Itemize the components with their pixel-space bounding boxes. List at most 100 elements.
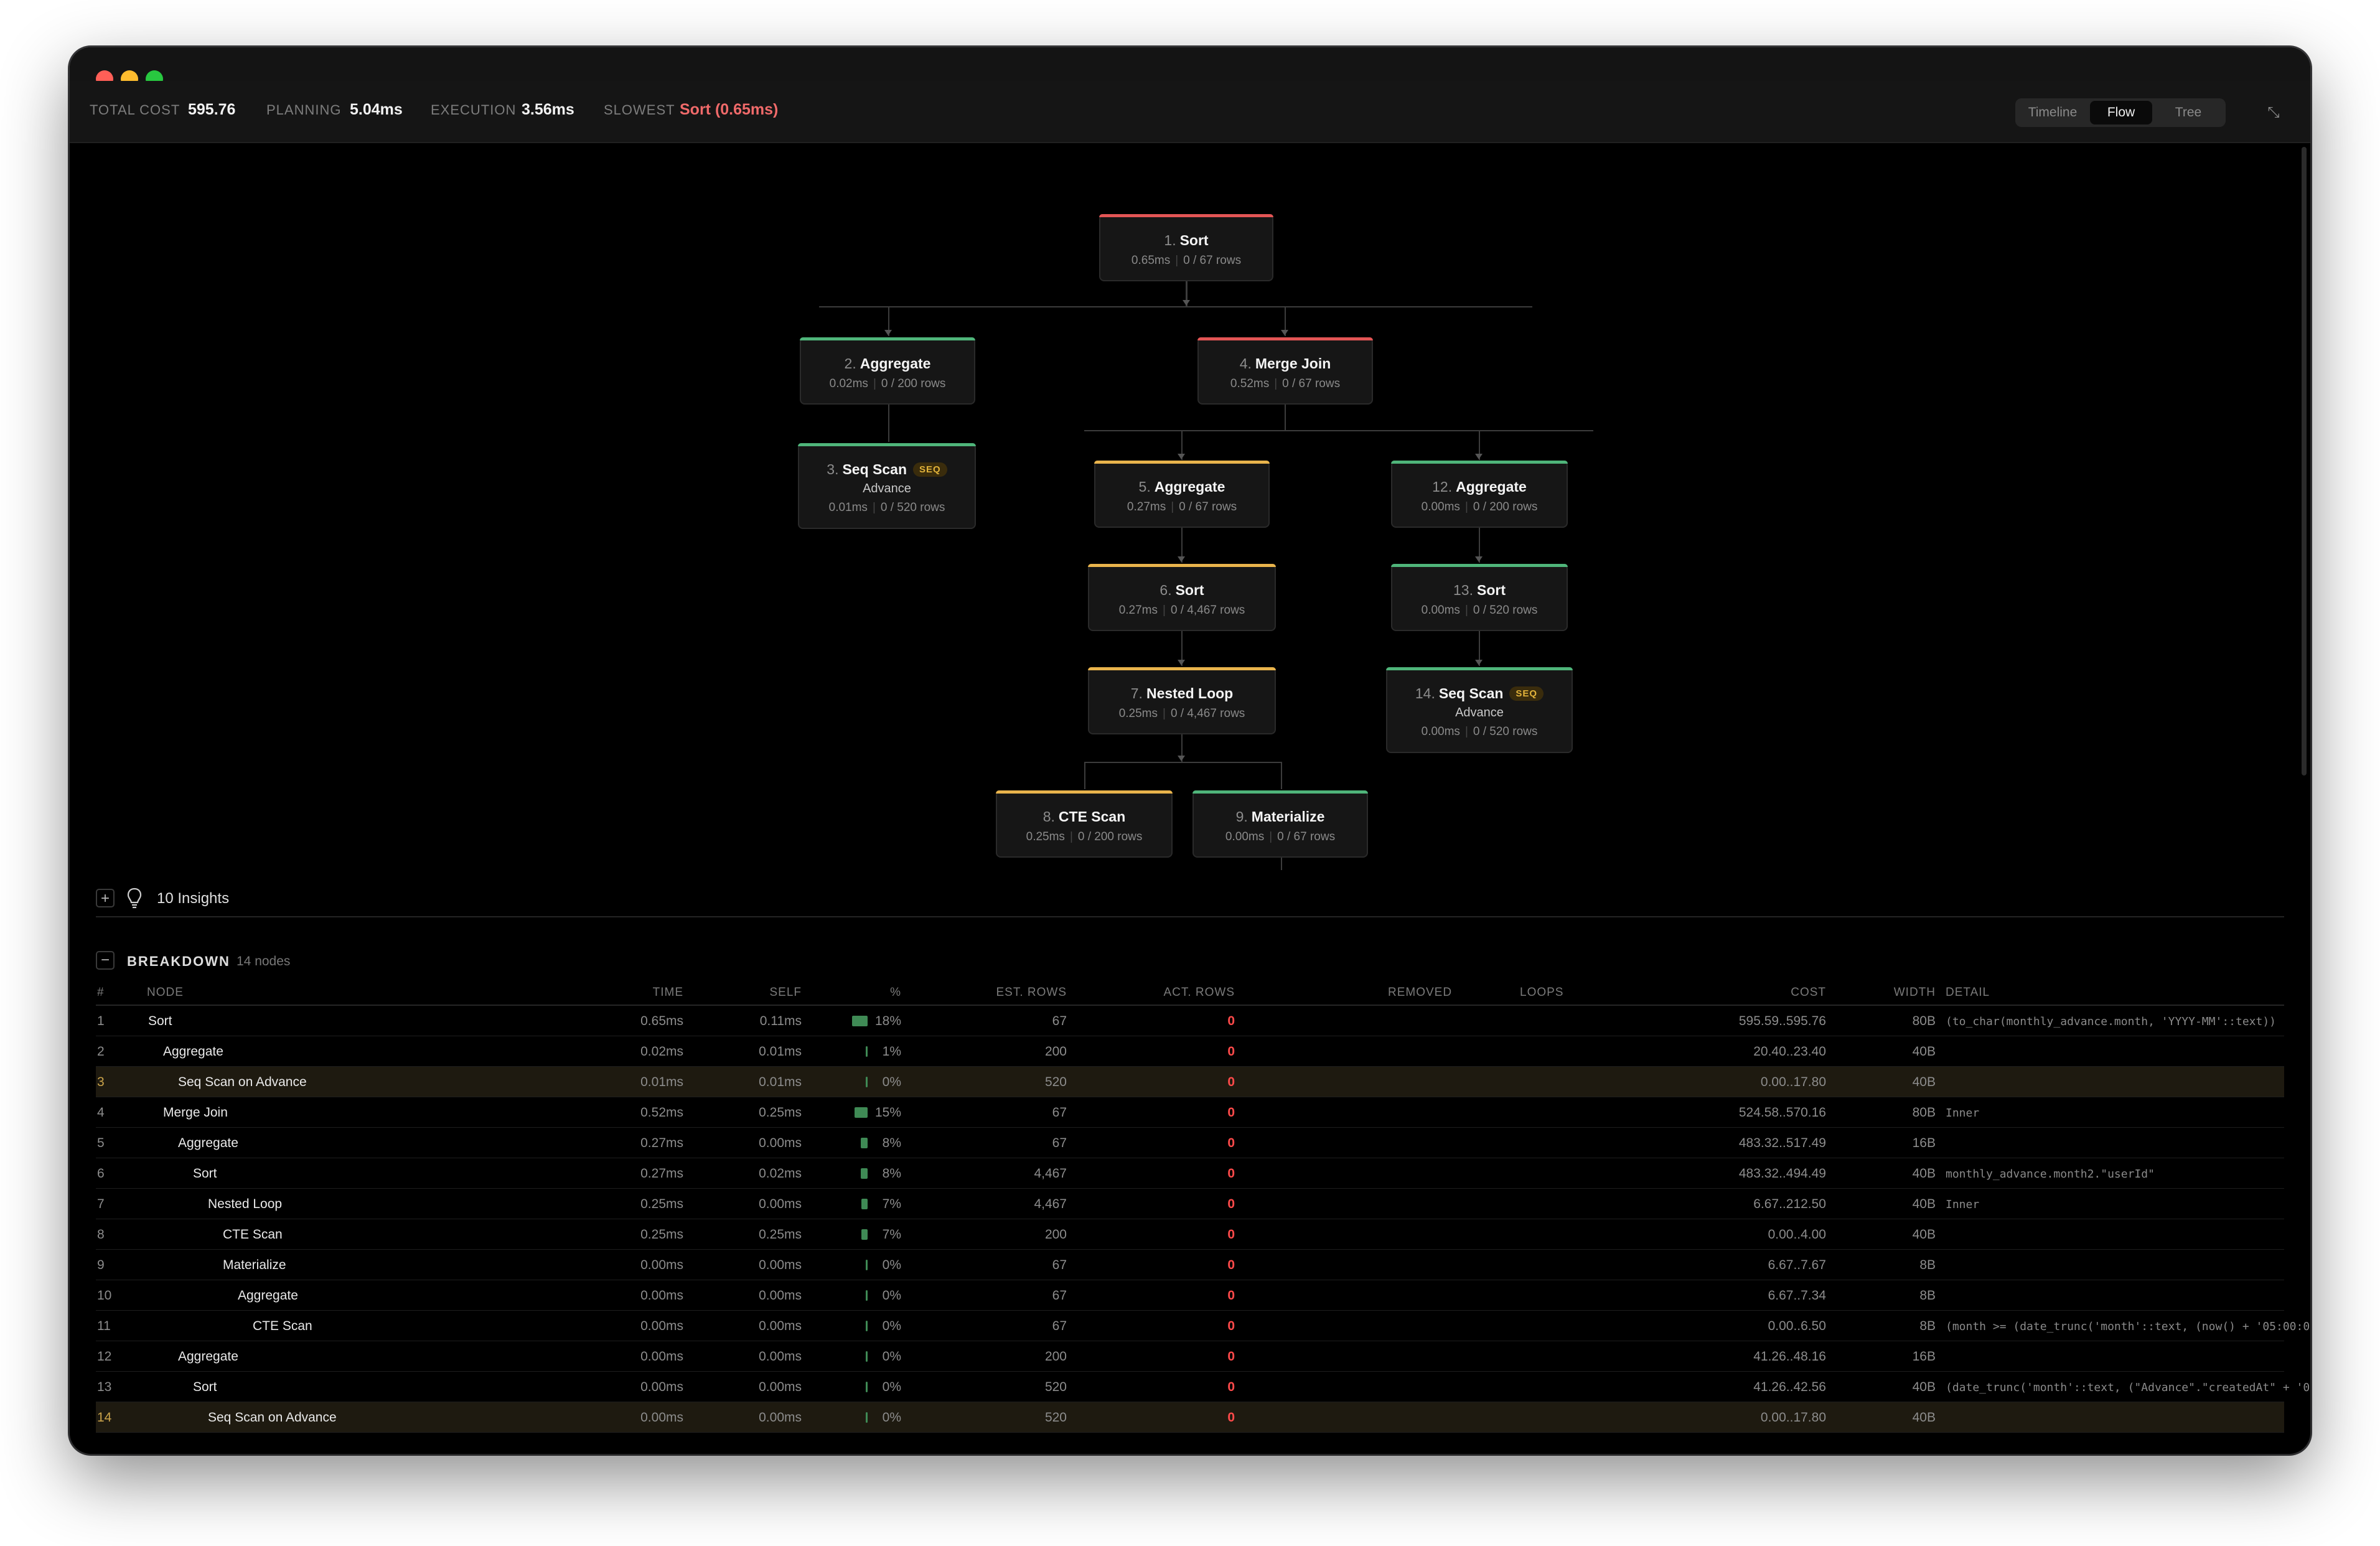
node-rows: 0 / 520 rows [1473,604,1538,617]
row-percent: 0% [882,1075,901,1089]
table-row[interactable]: 12 Aggregate 0.00ms 0.00ms 0% 200 0 41.26..48.1… [96,1341,2284,1372]
table-body: 1 Sort 0.65ms 0.11ms 18% 67 0 595.59..595.76 80B… [96,1006,2310,1433]
row-percent: 7% [882,1197,901,1211]
node-metrics: 0.02ms | 0 / 200 rows [801,377,974,391]
plan-node[interactable]: 1. Sort 0.65ms | 0 / 67 rows [1099,214,1273,281]
row-width: 40B [1912,1197,1936,1211]
row-est-rows: 67 [1052,1136,1067,1150]
col-self[interactable]: SELF [769,986,802,999]
row-percent: 0% [882,1410,901,1425]
breakdown-title: BREAKDOWN [127,953,230,969]
row-cost: 6.67..7.34 [1768,1288,1826,1303]
row-percent: 15% [874,1105,901,1120]
tab-flow[interactable]: Flow [2090,101,2152,124]
node-rows: 0 / 67 rows [1183,254,1242,267]
plan-node[interactable]: 9. Materialize 0.00ms | 0 / 67 rows [1192,790,1368,858]
tab-timeline[interactable]: Timeline [2028,105,2078,119]
tab-tree[interactable]: Tree [2175,105,2202,119]
col-detail[interactable]: DETAIL [1946,986,1990,999]
flow-edge [1084,763,1085,789]
flow-edge [1285,405,1286,431]
row-index: 12 [97,1349,112,1364]
row-node-name: Seq Scan on Advance [178,1075,307,1089]
table-row[interactable]: 2 Aggregate 0.02ms 0.01ms 1% 200 0 20.40..23.40… [96,1036,2284,1067]
table-row[interactable]: 10 Aggregate 0.00ms 0.00ms 0% 67 0 6.67..7.34 8B [96,1280,2284,1311]
row-est-rows: 520 [1044,1380,1067,1394]
row-index: 5 [97,1136,105,1150]
table-row[interactable]: 1 Sort 0.65ms 0.11ms 18% 67 0 595.59..595.76 80B… [96,1006,2284,1036]
node-title: 2. Aggregate [801,355,974,372]
plan-node[interactable]: 7. Nested Loop 0.25ms | 0 / 4,467 rows [1088,667,1276,734]
node-name: Nested Loop [1146,685,1234,701]
node-rows: 0 / 67 rows [1179,500,1237,513]
col-time[interactable]: TIME [652,986,683,999]
row-act-rows: 0 [1227,1136,1235,1150]
table-row[interactable]: 4 Merge Join 0.52ms 0.25ms 15% 67 0 524.58..570… [96,1097,2284,1128]
row-percent: 0% [882,1349,901,1364]
row-width: 40B [1912,1380,1936,1394]
insights-bar[interactable]: + 10 Insights [70,870,2310,926]
table-row[interactable]: 7 Nested Loop 0.25ms 0.00ms 7% 4,467 0 6.67..21… [96,1189,2284,1219]
collapse-icon[interactable]: ⤡ [2267,104,2280,121]
table-row[interactable]: 9 Materialize 0.00ms 0.00ms 0% 67 0 6.67..7.67 8… [96,1250,2284,1280]
scrollbar[interactable] [2302,147,2307,775]
node-number: 2. [844,355,856,372]
plan-node[interactable]: 3. Seq Scan SEQ Advance 0.01ms | 0 / 520 rows [798,443,976,529]
plan-node[interactable]: 5. Aggregate 0.27ms | 0 / 67 rows [1094,461,1270,528]
row-act-rows: 0 [1227,1105,1235,1120]
row-node-name: Sort [193,1380,217,1394]
col-index: # [97,986,105,999]
node-metrics: 0.25ms | 0 / 4,467 rows [1089,707,1275,721]
col-loops[interactable]: LOOPS [1520,986,1564,999]
row-index: 4 [97,1105,105,1120]
row-cost: 20.40..23.40 [1753,1044,1826,1059]
table-row[interactable]: 3 Seq Scan on Advance 0.01ms 0.01ms 0% 520 0 0.… [96,1067,2284,1097]
row-width: 8B [1919,1319,1936,1333]
collapse-breakdown-button[interactable]: − [96,951,115,970]
plan-node[interactable]: 13. Sort 0.00ms | 0 / 520 rows [1391,564,1568,631]
plan-node[interactable]: 6. Sort 0.27ms | 0 / 4,467 rows [1088,564,1276,631]
col-percent[interactable]: % [890,986,901,999]
row-self: 0.01ms [759,1075,802,1089]
node-time: 0.02ms [829,377,868,390]
node-status-bar [798,443,976,446]
node-title: 9. Materialize [1194,808,1367,825]
row-width: 80B [1912,1014,1936,1028]
table-row[interactable]: 5 Aggregate 0.27ms 0.00ms 8% 67 0 483.32..517.4… [96,1128,2284,1158]
node-number: 1. [1164,232,1176,248]
col-est-rows[interactable]: EST. ROWS [996,986,1067,999]
row-index: 10 [97,1288,112,1303]
col-act-rows[interactable]: ACT. ROWS [1163,986,1235,999]
row-index: 6 [97,1166,105,1181]
row-index: 7 [97,1197,105,1211]
table-row[interactable]: 6 Sort 0.27ms 0.02ms 8% 4,467 0 483.32..494.49 4… [96,1158,2284,1189]
row-percent-bar [866,1260,868,1270]
plan-node[interactable]: 12. Aggregate 0.00ms | 0 / 200 rows [1391,461,1568,528]
row-percent-bar [866,1046,868,1057]
plan-node[interactable]: 4. Merge Join 0.52ms | 0 / 67 rows [1197,337,1373,405]
plan-node[interactable]: 14. Seq Scan SEQ Advance 0.00ms | 0 / 520 rows [1386,667,1573,753]
node-rows: 0 / 200 rows [1077,830,1143,843]
plan-node[interactable]: 2. Aggregate 0.02ms | 0 / 200 rows [800,337,975,405]
row-cost: 0.00..17.80 [1760,1410,1826,1425]
node-time: 0.65ms [1131,254,1171,267]
col-node[interactable]: NODE [147,986,184,999]
slowest-value[interactable]: Sort (0.65ms) [680,101,779,118]
table-row[interactable]: 11 CTE Scan 0.00ms 0.00ms 0% 67 0 0.00..6.50 8B (… [96,1311,2310,1341]
row-node-name: Aggregate [163,1044,223,1059]
col-width[interactable]: WIDTH [1893,986,1936,999]
expand-insights-button[interactable]: + [96,889,115,907]
table-row[interactable]: 8 CTE Scan 0.25ms 0.25ms 7% 200 0 0.00..4.00 40B [96,1219,2284,1250]
table-row[interactable]: 13 Sort 0.00ms 0.00ms 0% 520 0 41.26..42.56 40B (… [96,1372,2310,1402]
node-number: 13. [1453,582,1473,598]
row-time: 0.25ms [640,1197,683,1211]
row-est-rows: 67 [1052,1288,1067,1303]
plan-node[interactable]: 8. CTE Scan 0.25ms | 0 / 200 rows [996,790,1173,858]
row-index: 1 [97,1014,105,1028]
row-percent: 0% [882,1319,901,1333]
node-rows: 0 / 520 rows [1473,725,1538,738]
row-width: 8B [1919,1288,1936,1303]
table-row[interactable]: 14 Seq Scan on Advance 0.00ms 0.00ms 0% 520 0 0… [96,1402,2284,1433]
col-cost[interactable]: COST [1791,986,1826,999]
col-removed[interactable]: REMOVED [1388,986,1453,999]
